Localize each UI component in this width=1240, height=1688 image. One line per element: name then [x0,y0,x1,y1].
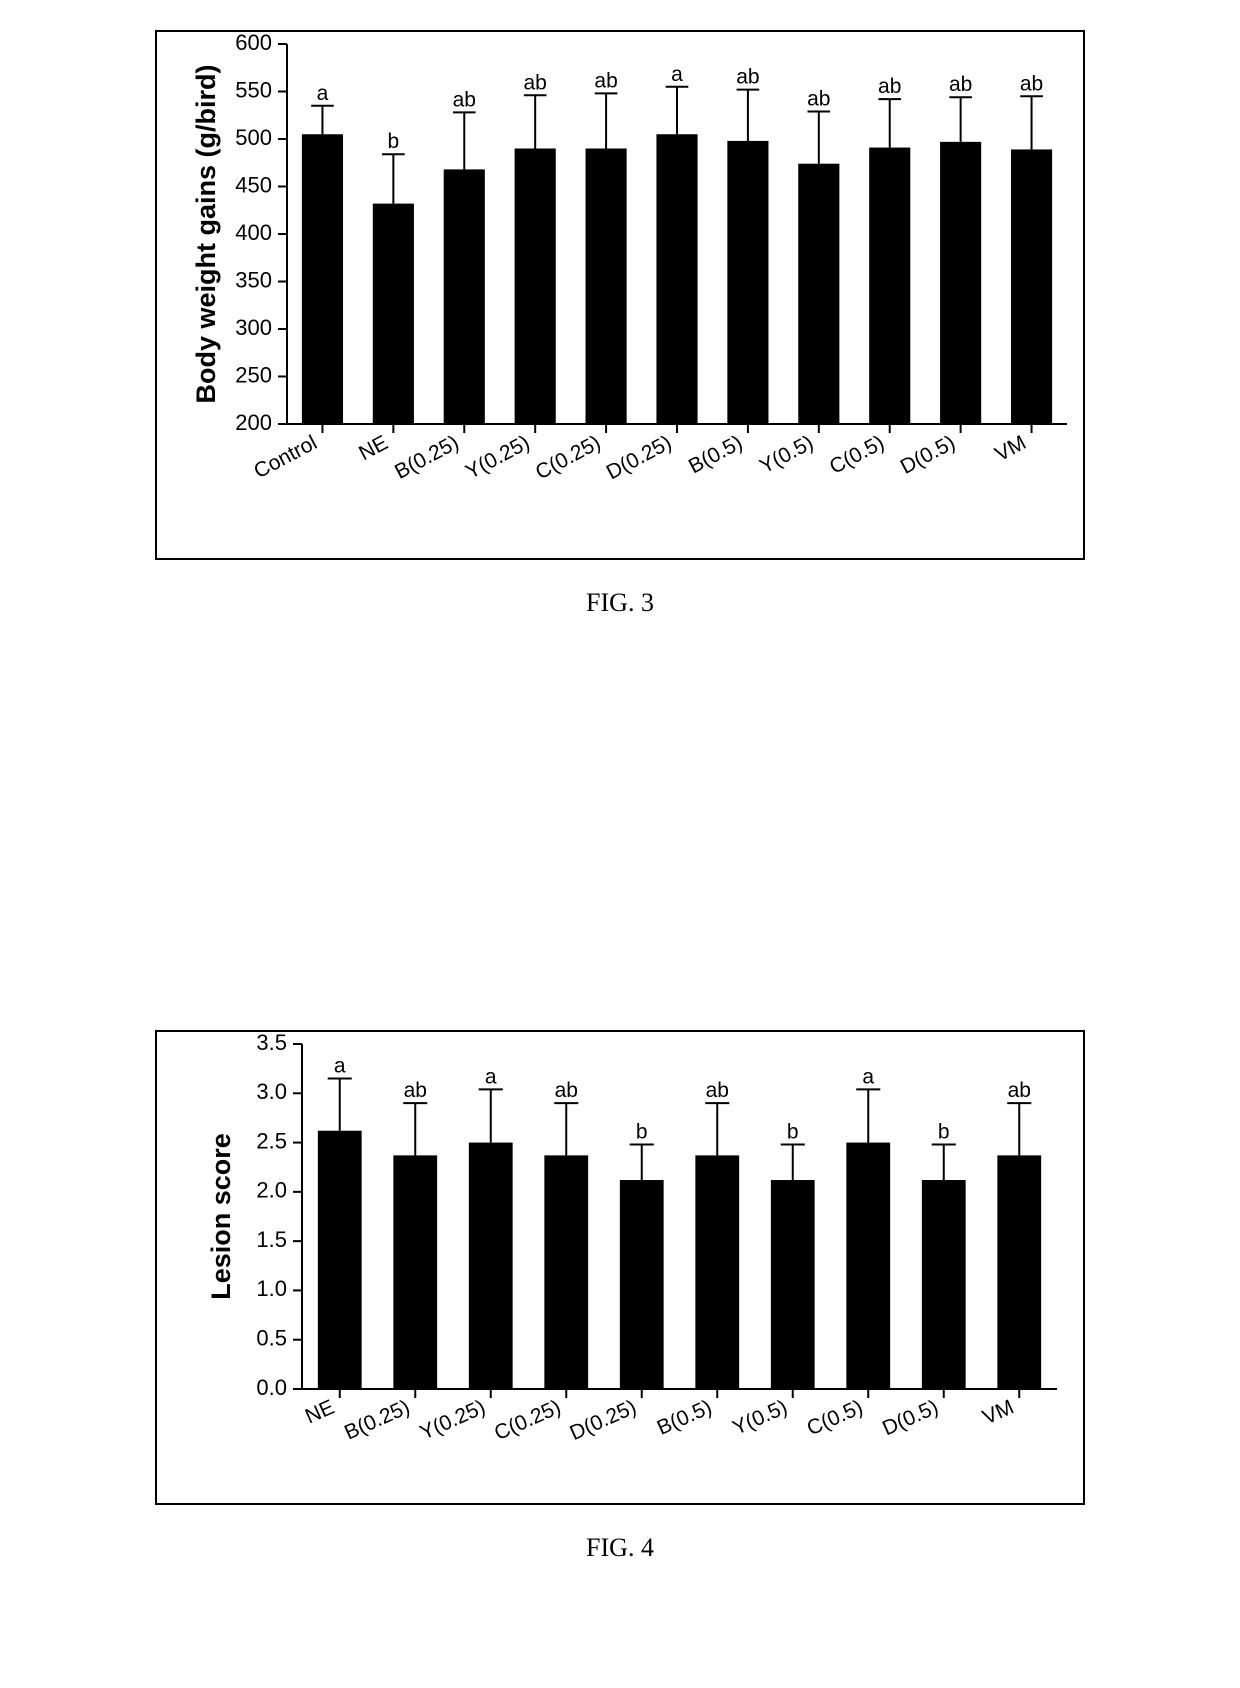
figure-3-chart-frame: 200 250 300 350 400 450 500 550 600 Body weight g… [155,30,1085,560]
svg-text:D(0.5): D(0.5) [879,1396,942,1441]
svg-text:B(0.25): B(0.25) [391,431,463,484]
svg-text:250: 250 [235,362,272,387]
svg-text:a: a [671,63,683,86]
svg-text:3.0: 3.0 [256,1079,287,1104]
svg-text:C(0.5): C(0.5) [826,431,888,479]
svg-text:ab: ab [1020,72,1043,95]
svg-text:ab: ab [878,75,901,98]
svg-text:C(0.25): C(0.25) [491,1396,564,1445]
svg-text:200: 200 [235,410,272,435]
svg-text:400: 400 [235,220,272,245]
svg-text:D(0.5): D(0.5) [897,431,959,479]
svg-text:300: 300 [235,315,272,340]
figure-4-chart-frame: 0.0 0.5 1.0 1.5 2.0 2.5 3.0 3.5 Lesion score a NE a… [155,1030,1085,1505]
svg-text:Lesion score: Lesion score [206,1133,236,1300]
svg-text:Y(0.25): Y(0.25) [417,1396,489,1445]
svg-text:Y(0.5): Y(0.5) [729,1396,791,1440]
figure-4-svg: 0.0 0.5 1.0 1.5 2.0 2.5 3.0 3.5 Lesion score a NE a… [157,1032,1087,1507]
svg-text:ab: ab [706,1079,729,1102]
svg-text:B(0.5): B(0.5) [685,431,746,478]
svg-text:Control: Control [250,431,321,483]
svg-text:0.0: 0.0 [256,1375,287,1400]
svg-text:ab: ab [807,87,830,110]
svg-text:1.0: 1.0 [256,1276,287,1301]
figure-4-caption: FIG. 4 [586,1533,654,1563]
svg-text:b: b [938,1121,950,1144]
svg-text:Y(0.5): Y(0.5) [756,431,817,478]
svg-text:C(0.25): C(0.25) [532,431,605,484]
svg-text:a: a [317,82,329,105]
svg-text:b: b [388,130,400,153]
svg-text:VM: VM [991,431,1030,466]
figure-3-svg: 200 250 300 350 400 450 500 550 600 Body weight g… [157,32,1087,562]
svg-text:a: a [485,1065,497,1088]
svg-text:ab: ab [453,88,476,111]
figure-4-block: 0.0 0.5 1.0 1.5 2.0 2.5 3.0 3.5 Lesion score a NE a… [155,1030,1085,1563]
svg-text:b: b [787,1121,799,1144]
svg-text:B(0.25): B(0.25) [341,1396,413,1445]
svg-text:ab: ab [736,66,759,89]
svg-text:NE: NE [302,1396,338,1429]
svg-text:1.5: 1.5 [256,1227,287,1252]
svg-text:2.5: 2.5 [256,1128,287,1153]
svg-text:B(0.5): B(0.5) [654,1396,716,1440]
svg-text:3.5: 3.5 [256,1032,287,1055]
svg-text:0.5: 0.5 [256,1326,287,1351]
svg-text:a: a [862,1065,874,1088]
svg-text:D(0.25): D(0.25) [603,431,676,484]
svg-text:550: 550 [235,77,272,102]
svg-text:600: 600 [235,32,272,55]
svg-text:2.0: 2.0 [256,1178,287,1203]
svg-text:500: 500 [235,125,272,150]
svg-text:D(0.25): D(0.25) [566,1396,639,1445]
svg-text:a: a [334,1055,346,1078]
svg-text:b: b [636,1121,648,1144]
svg-text:ab: ab [594,69,617,92]
svg-text:ab: ab [524,71,547,94]
svg-text:ab: ab [949,73,972,96]
svg-text:C(0.5): C(0.5) [804,1396,867,1441]
svg-text:450: 450 [235,172,272,197]
svg-text:ab: ab [555,1079,578,1102]
svg-text:ab: ab [404,1079,427,1102]
figure-3-caption: FIG. 3 [586,588,654,618]
svg-text:ab: ab [1008,1079,1031,1102]
page: 200 250 300 350 400 450 500 550 600 Body weight g… [0,0,1240,1688]
svg-text:NE: NE [355,431,392,465]
figure-3-block: 200 250 300 350 400 450 500 550 600 Body weight g… [155,30,1085,618]
svg-text:350: 350 [235,267,272,292]
svg-text:Body weight gains (g/bird): Body weight gains (g/bird) [191,65,221,404]
svg-text:Y(0.25): Y(0.25) [462,431,534,484]
svg-text:VM: VM [979,1396,1017,1430]
